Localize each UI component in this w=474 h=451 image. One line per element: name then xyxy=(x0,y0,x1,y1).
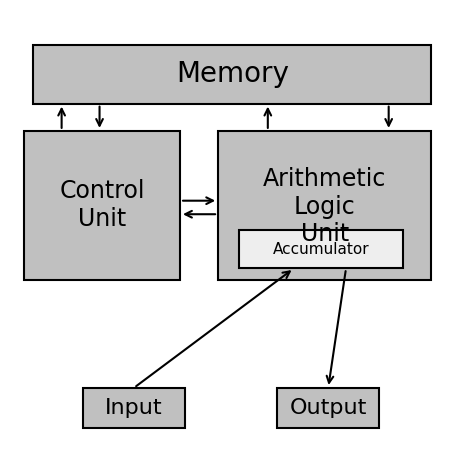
FancyBboxPatch shape xyxy=(33,45,431,104)
FancyBboxPatch shape xyxy=(83,388,185,428)
Text: Arithmetic
Logic
Unit: Arithmetic Logic Unit xyxy=(263,167,386,246)
FancyBboxPatch shape xyxy=(277,388,379,428)
FancyBboxPatch shape xyxy=(218,131,431,280)
FancyBboxPatch shape xyxy=(24,131,180,280)
Text: Accumulator: Accumulator xyxy=(273,242,369,257)
Text: Memory: Memory xyxy=(176,60,289,88)
FancyBboxPatch shape xyxy=(239,230,403,268)
Text: Input: Input xyxy=(105,398,163,418)
Text: Output: Output xyxy=(290,398,367,418)
Text: Control
Unit: Control Unit xyxy=(59,179,145,231)
